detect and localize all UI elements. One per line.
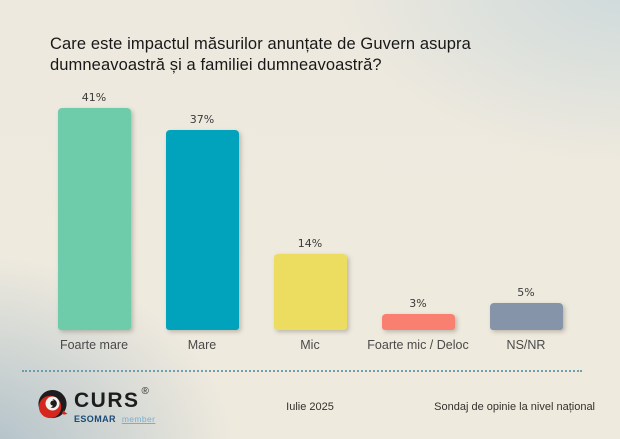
- curs-logo: CURS ® ESOMAR member: [36, 386, 155, 426]
- member-label: member: [121, 414, 156, 424]
- category-label: Mic: [300, 338, 320, 352]
- category-label: Mare: [187, 338, 217, 352]
- bar-column: 3% Foarte mic / Deloc: [364, 297, 472, 354]
- registered-mark-icon: ®: [141, 386, 149, 397]
- bar-column: 5% NS/NR: [472, 286, 580, 354]
- bar-column: 37% Mare: [148, 113, 256, 354]
- category-label: Foarte mare: [59, 338, 129, 352]
- category-label: NS/NR: [506, 338, 546, 352]
- bar-foarte-mic-deloc: [381, 314, 455, 330]
- value-label: 37%: [189, 113, 215, 126]
- esomar-label: ESOMAR: [74, 414, 116, 424]
- bar-ns-nr: [489, 303, 563, 330]
- brand-row: CURS ®: [74, 386, 155, 412]
- survey-date: Iulie 2025: [286, 401, 334, 413]
- value-label: 41%: [81, 91, 107, 104]
- category-label: Foarte mic / Deloc: [367, 338, 469, 352]
- bar-mic: [273, 254, 347, 330]
- value-label: 5%: [517, 286, 535, 299]
- value-label: 3%: [409, 297, 427, 310]
- bar-column: 14% Mic: [256, 237, 364, 354]
- bar-mare: [165, 130, 239, 330]
- survey-scope-note: Sondaj de opinie la nivel național: [434, 401, 595, 413]
- bar-column: 41% Foarte mare: [40, 91, 148, 354]
- logo-text-block: CURS ® ESOMAR member: [74, 386, 155, 425]
- bar-foarte-mare: [57, 108, 131, 330]
- chart-title: Care este impactul măsurilor anunțate de…: [50, 35, 471, 75]
- curs-swirl-icon: [36, 388, 69, 426]
- bar-chart: 41% Foarte mare 37% Mare 14% Mic 3% Foarte mic …: [40, 74, 580, 354]
- footer-divider: [22, 370, 582, 372]
- esomar-row: ESOMAR member: [74, 414, 155, 424]
- brand-name: CURS: [74, 389, 140, 412]
- value-label: 14%: [297, 237, 323, 250]
